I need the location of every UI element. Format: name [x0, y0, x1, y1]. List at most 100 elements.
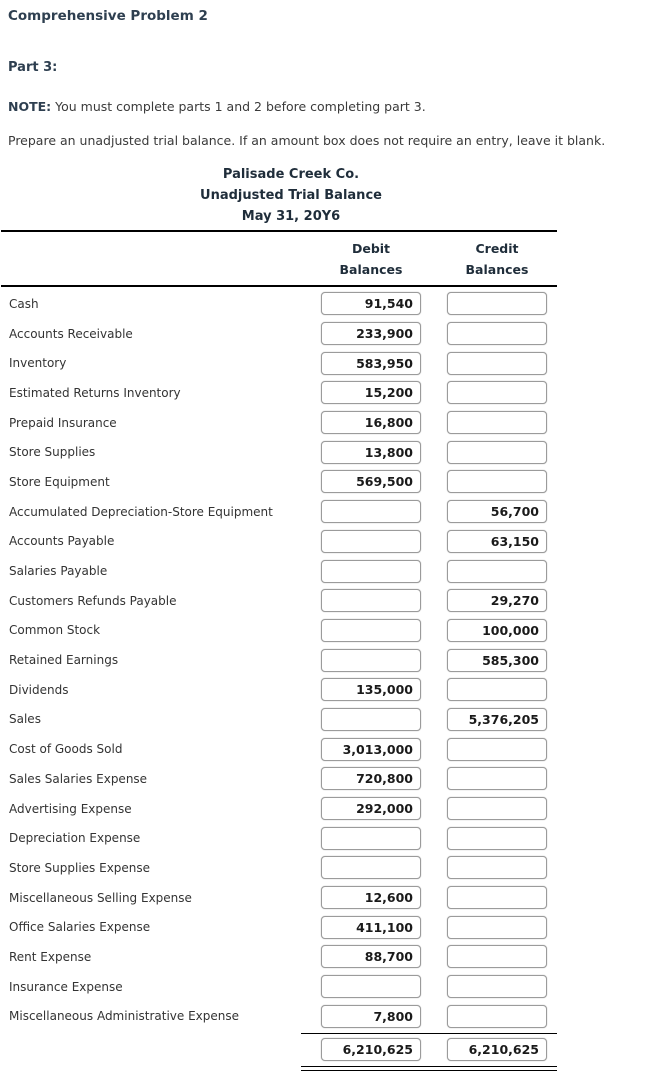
credit-input[interactable]: [447, 767, 547, 791]
table-row: Common Stock: [1, 616, 557, 646]
account-label: Customers Refunds Payable: [9, 593, 177, 608]
debit-input[interactable]: [321, 411, 421, 435]
credit-input[interactable]: [447, 945, 547, 969]
debit-input[interactable]: [321, 351, 421, 375]
debit-input[interactable]: [321, 707, 421, 731]
note-line: NOTE: You must complete parts 1 and 2 be…: [1, 99, 649, 114]
debit-input[interactable]: [321, 826, 421, 850]
credit-input[interactable]: [447, 618, 547, 642]
table-row: Salaries Payable: [1, 556, 557, 586]
debit-input[interactable]: [321, 915, 421, 939]
credit-input[interactable]: [447, 737, 547, 761]
debit-input[interactable]: [321, 470, 421, 494]
debit-input[interactable]: [321, 945, 421, 969]
debit-input[interactable]: [321, 559, 421, 583]
credit-input[interactable]: [447, 322, 547, 346]
account-label: Dividends: [9, 682, 69, 697]
table-row: Inventory: [1, 348, 557, 378]
table-row: Sales Salaries Expense: [1, 764, 557, 794]
credit-input[interactable]: [447, 707, 547, 731]
account-label: Accumulated Depreciation-Store Equipment: [9, 504, 273, 519]
account-label: Estimated Returns Inventory: [9, 385, 181, 400]
table-row: Sales: [1, 705, 557, 735]
credit-header-title: Credit: [475, 241, 519, 256]
credit-input[interactable]: [447, 292, 547, 316]
credit-input[interactable]: [447, 470, 547, 494]
debit-input[interactable]: [321, 529, 421, 553]
debit-input[interactable]: [321, 589, 421, 613]
table-row: Customers Refunds Payable: [1, 586, 557, 616]
credit-input[interactable]: [447, 411, 547, 435]
totals-double-rule: [301, 1066, 557, 1072]
debit-input[interactable]: [321, 322, 421, 346]
part-heading: Part 3:: [8, 60, 58, 75]
account-label: Sales Salaries Expense: [9, 771, 148, 786]
table-row: Estimated Returns Inventory: [1, 378, 557, 408]
table-row: Store Supplies: [1, 437, 557, 467]
account-label: Accounts Payable: [9, 534, 115, 549]
debit-input[interactable]: [321, 381, 421, 405]
debit-input[interactable]: [321, 292, 421, 316]
credit-input[interactable]: [447, 648, 547, 672]
debit-input[interactable]: [321, 737, 421, 761]
debit-input[interactable]: [321, 856, 421, 880]
account-label: Miscellaneous Administrative Expense: [9, 1009, 240, 1024]
credit-input[interactable]: [447, 589, 547, 613]
credit-input[interactable]: [447, 678, 547, 702]
credit-input[interactable]: [447, 381, 547, 405]
table-row: Dividends: [1, 675, 557, 705]
credit-input[interactable]: [447, 886, 547, 910]
total-debit-input[interactable]: [321, 1038, 421, 1062]
credit-input[interactable]: [447, 856, 547, 880]
account-label: Store Supplies Expense: [9, 860, 151, 875]
credit-header-subtitle: Balances: [465, 262, 529, 277]
credit-input[interactable]: [447, 975, 547, 999]
table-row: Cash: [1, 289, 557, 319]
debit-input[interactable]: [321, 678, 421, 702]
debit-input[interactable]: [321, 767, 421, 791]
table-row: Miscellaneous Administrative Expense: [1, 1002, 557, 1032]
debit-input[interactable]: [321, 440, 421, 464]
table-row: Retained Earnings: [1, 645, 557, 675]
account-label: Sales: [9, 712, 41, 727]
credit-input[interactable]: [447, 440, 547, 464]
debit-input[interactable]: [321, 500, 421, 524]
account-label: Salaries Payable: [9, 564, 108, 579]
credit-input[interactable]: [447, 529, 547, 553]
table-row: Prepaid Insurance: [1, 408, 557, 438]
instruction-text: Prepare an unadjusted trial balance. If …: [8, 133, 606, 148]
table-row: Store Supplies Expense: [1, 853, 557, 883]
debit-header-subtitle: Balances: [339, 262, 403, 277]
debit-header-title: Debit: [351, 241, 391, 256]
debit-input[interactable]: [321, 648, 421, 672]
table-row: Store Equipment: [1, 467, 557, 497]
account-label: Prepaid Insurance: [9, 415, 117, 430]
total-credit-input[interactable]: [447, 1038, 547, 1062]
statement-date: May 31, 20Y6: [241, 209, 341, 224]
note-text: You must complete parts 1 and 2 before c…: [51, 99, 426, 114]
credit-input[interactable]: [447, 1004, 547, 1028]
account-label: Advertising Expense: [9, 801, 132, 816]
credit-input[interactable]: [447, 500, 547, 524]
debit-input[interactable]: [321, 618, 421, 642]
credit-input[interactable]: [447, 797, 547, 821]
credit-input[interactable]: [447, 351, 547, 375]
credit-input[interactable]: [447, 559, 547, 583]
account-label: Office Salaries Expense: [9, 920, 151, 935]
account-label: Cash: [9, 296, 39, 311]
table-row: Office Salaries Expense: [1, 912, 557, 942]
table-row: Accumulated Depreciation-Store Equipment: [1, 497, 557, 527]
column-headers: Debit Balances Credit Balances: [1, 230, 557, 287]
account-label: Retained Earnings: [9, 653, 119, 668]
debit-input[interactable]: [321, 975, 421, 999]
debit-input[interactable]: [321, 797, 421, 821]
credit-input[interactable]: [447, 915, 547, 939]
debit-input[interactable]: [321, 1004, 421, 1028]
table-row: Miscellaneous Selling Expense: [1, 883, 557, 913]
account-label: Store Equipment: [9, 474, 110, 489]
debit-input[interactable]: [321, 886, 421, 910]
credit-input[interactable]: [447, 826, 547, 850]
account-label: Inventory: [9, 356, 67, 371]
note-label: NOTE:: [8, 99, 52, 114]
